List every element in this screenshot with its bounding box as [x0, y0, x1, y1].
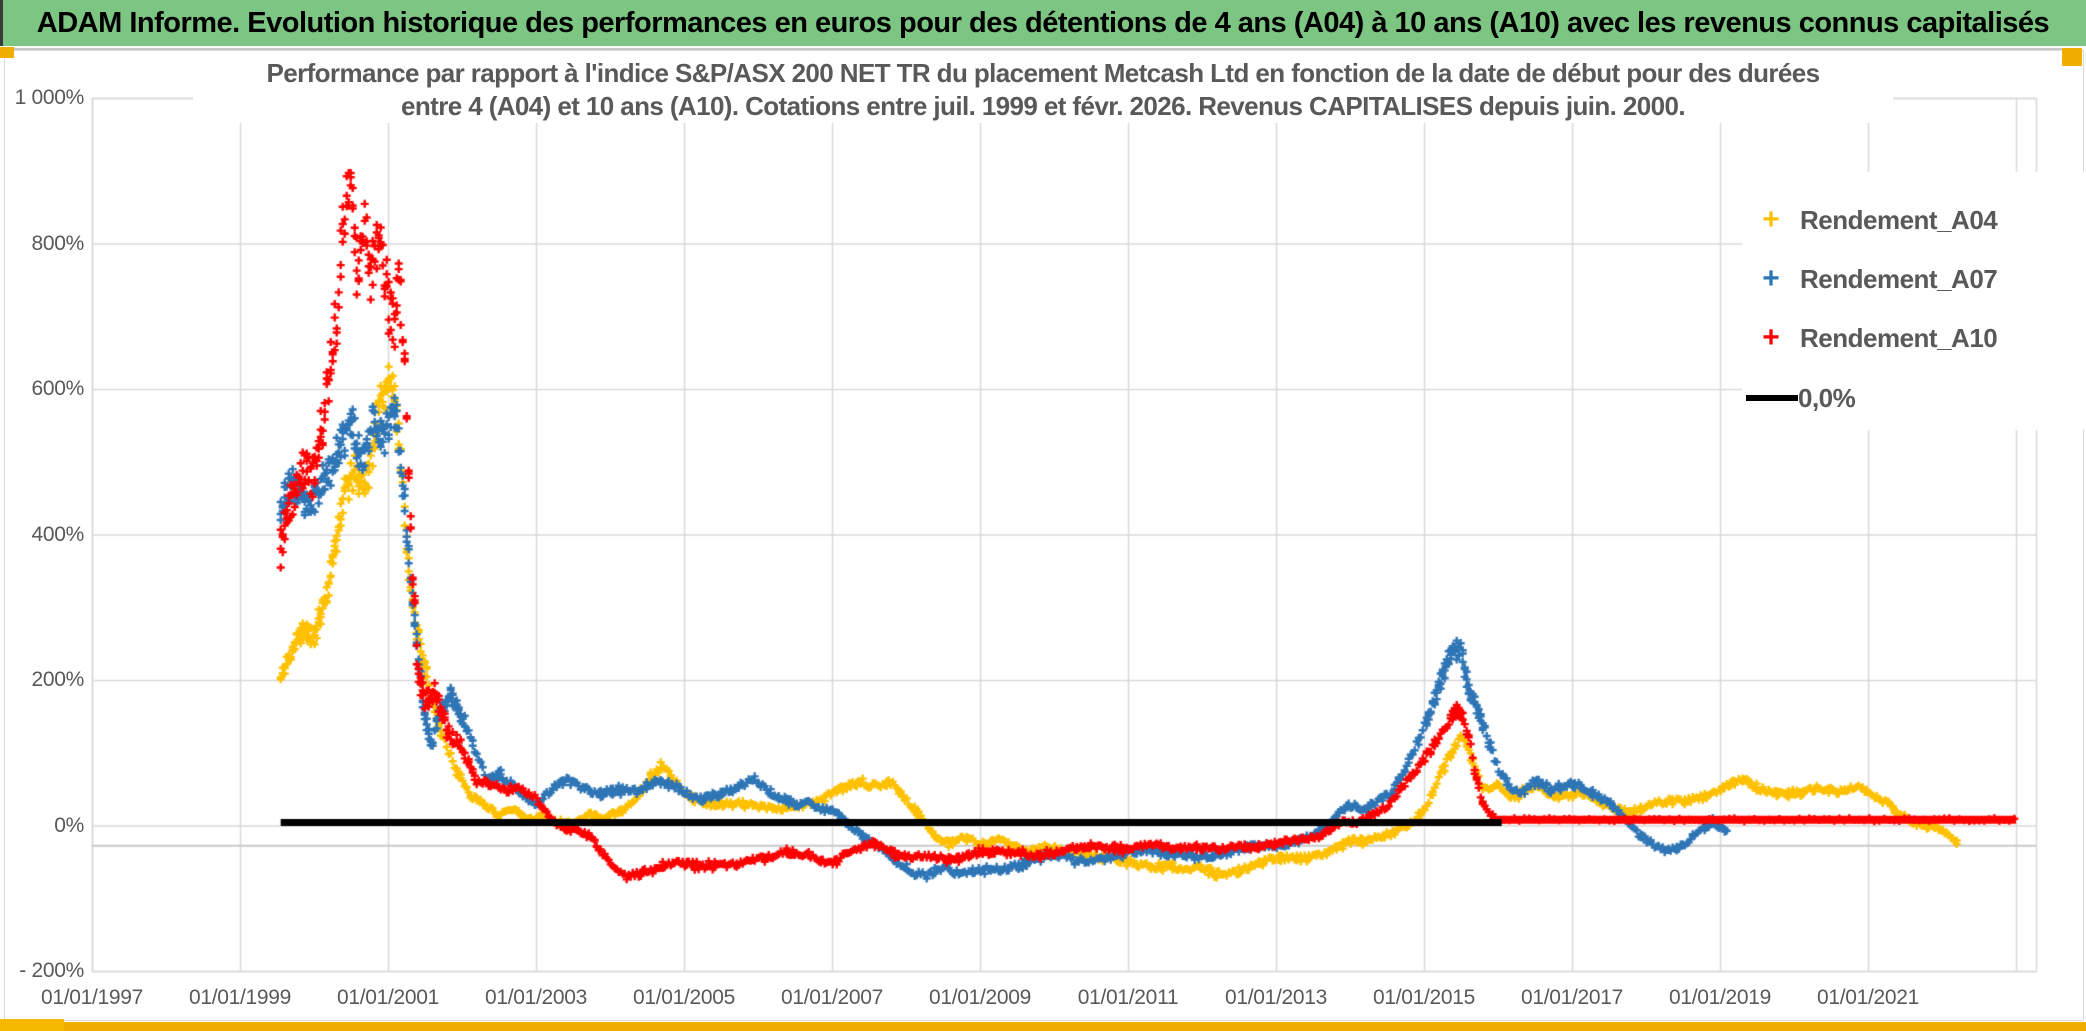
- gold-corner-top-right: [2062, 48, 2082, 66]
- plus-marker-icon: +: [1762, 262, 1780, 295]
- y-tick-label: - 200%: [19, 959, 84, 982]
- chart-legend: + Rendement_A04 + Rendement_A07 + Rendem…: [1742, 172, 2084, 430]
- x-tick-label: 01/01/2001: [336, 986, 440, 1009]
- plus-marker-icon: +: [1762, 203, 1780, 236]
- legend-entry-zero-line: 0,0%: [1742, 376, 2084, 420]
- x-tick-label: 01/01/2011: [1077, 986, 1179, 1009]
- y-tick-label: 200%: [31, 668, 84, 691]
- report-title: ADAM Informe. Evolution historique des p…: [36, 6, 2050, 39]
- x-tick-label: 01/01/1997: [40, 986, 144, 1009]
- chart-title-line2: entre 4 (A04) et 10 ans (A10). Cotations…: [401, 91, 1686, 121]
- y-tick-label: 0%: [54, 813, 84, 837]
- legend-label: Rendement_A04: [1800, 204, 1998, 235]
- x-tick-label: 01/01/2013: [1224, 986, 1328, 1009]
- plus-marker-icon: +: [1762, 321, 1780, 354]
- report-header: ADAM Informe. Evolution historique des p…: [0, 0, 2086, 46]
- legend-label: Rendement_A07: [1800, 263, 1998, 294]
- legend-entry-a07: + Rendement_A07: [1742, 257, 2084, 301]
- legend-entry-a04: + Rendement_A04: [1742, 198, 2084, 242]
- y-tick-label: 400%: [31, 522, 84, 546]
- legend-entry-a10: + Rendement_A10: [1742, 316, 2084, 360]
- zero-line-swatch-icon: [1746, 395, 1798, 401]
- x-tick-label: 01/01/1999: [188, 986, 292, 1009]
- y-tick-label: 600%: [31, 377, 84, 400]
- x-tick-label: 01/01/2021: [1816, 986, 1920, 1009]
- gold-bottom-left-block: [0, 1019, 64, 1031]
- y-tick-label: 800%: [31, 231, 84, 255]
- x-tick-label: 01/01/2019: [1668, 986, 1772, 1009]
- x-tick-label: 01/01/2005: [632, 986, 736, 1009]
- x-tick-label: 01/01/2003: [484, 986, 588, 1009]
- x-tick-label: 01/01/2015: [1372, 986, 1476, 1009]
- gold-bottom-strip: [0, 1022, 2086, 1031]
- chart-title: Performance par rapport à l'indice S&P/A…: [193, 57, 1893, 123]
- x-tick-label: 01/01/2009: [928, 986, 1032, 1009]
- y-tick-label: 1 000%: [14, 86, 85, 109]
- x-tick-label: 01/01/2007: [780, 986, 884, 1009]
- legend-label: Rendement_A10: [1800, 322, 1998, 353]
- x-tick-label: 01/01/2017: [1520, 986, 1624, 1009]
- gold-corner-top-left: [0, 47, 14, 58]
- header-shadow: [4, 48, 2082, 50]
- chart-title-line1: Performance par rapport à l'indice S&P/A…: [266, 58, 1820, 88]
- legend-label: 0,0%: [1798, 382, 1856, 413]
- header-left-edge: [0, 0, 3, 46]
